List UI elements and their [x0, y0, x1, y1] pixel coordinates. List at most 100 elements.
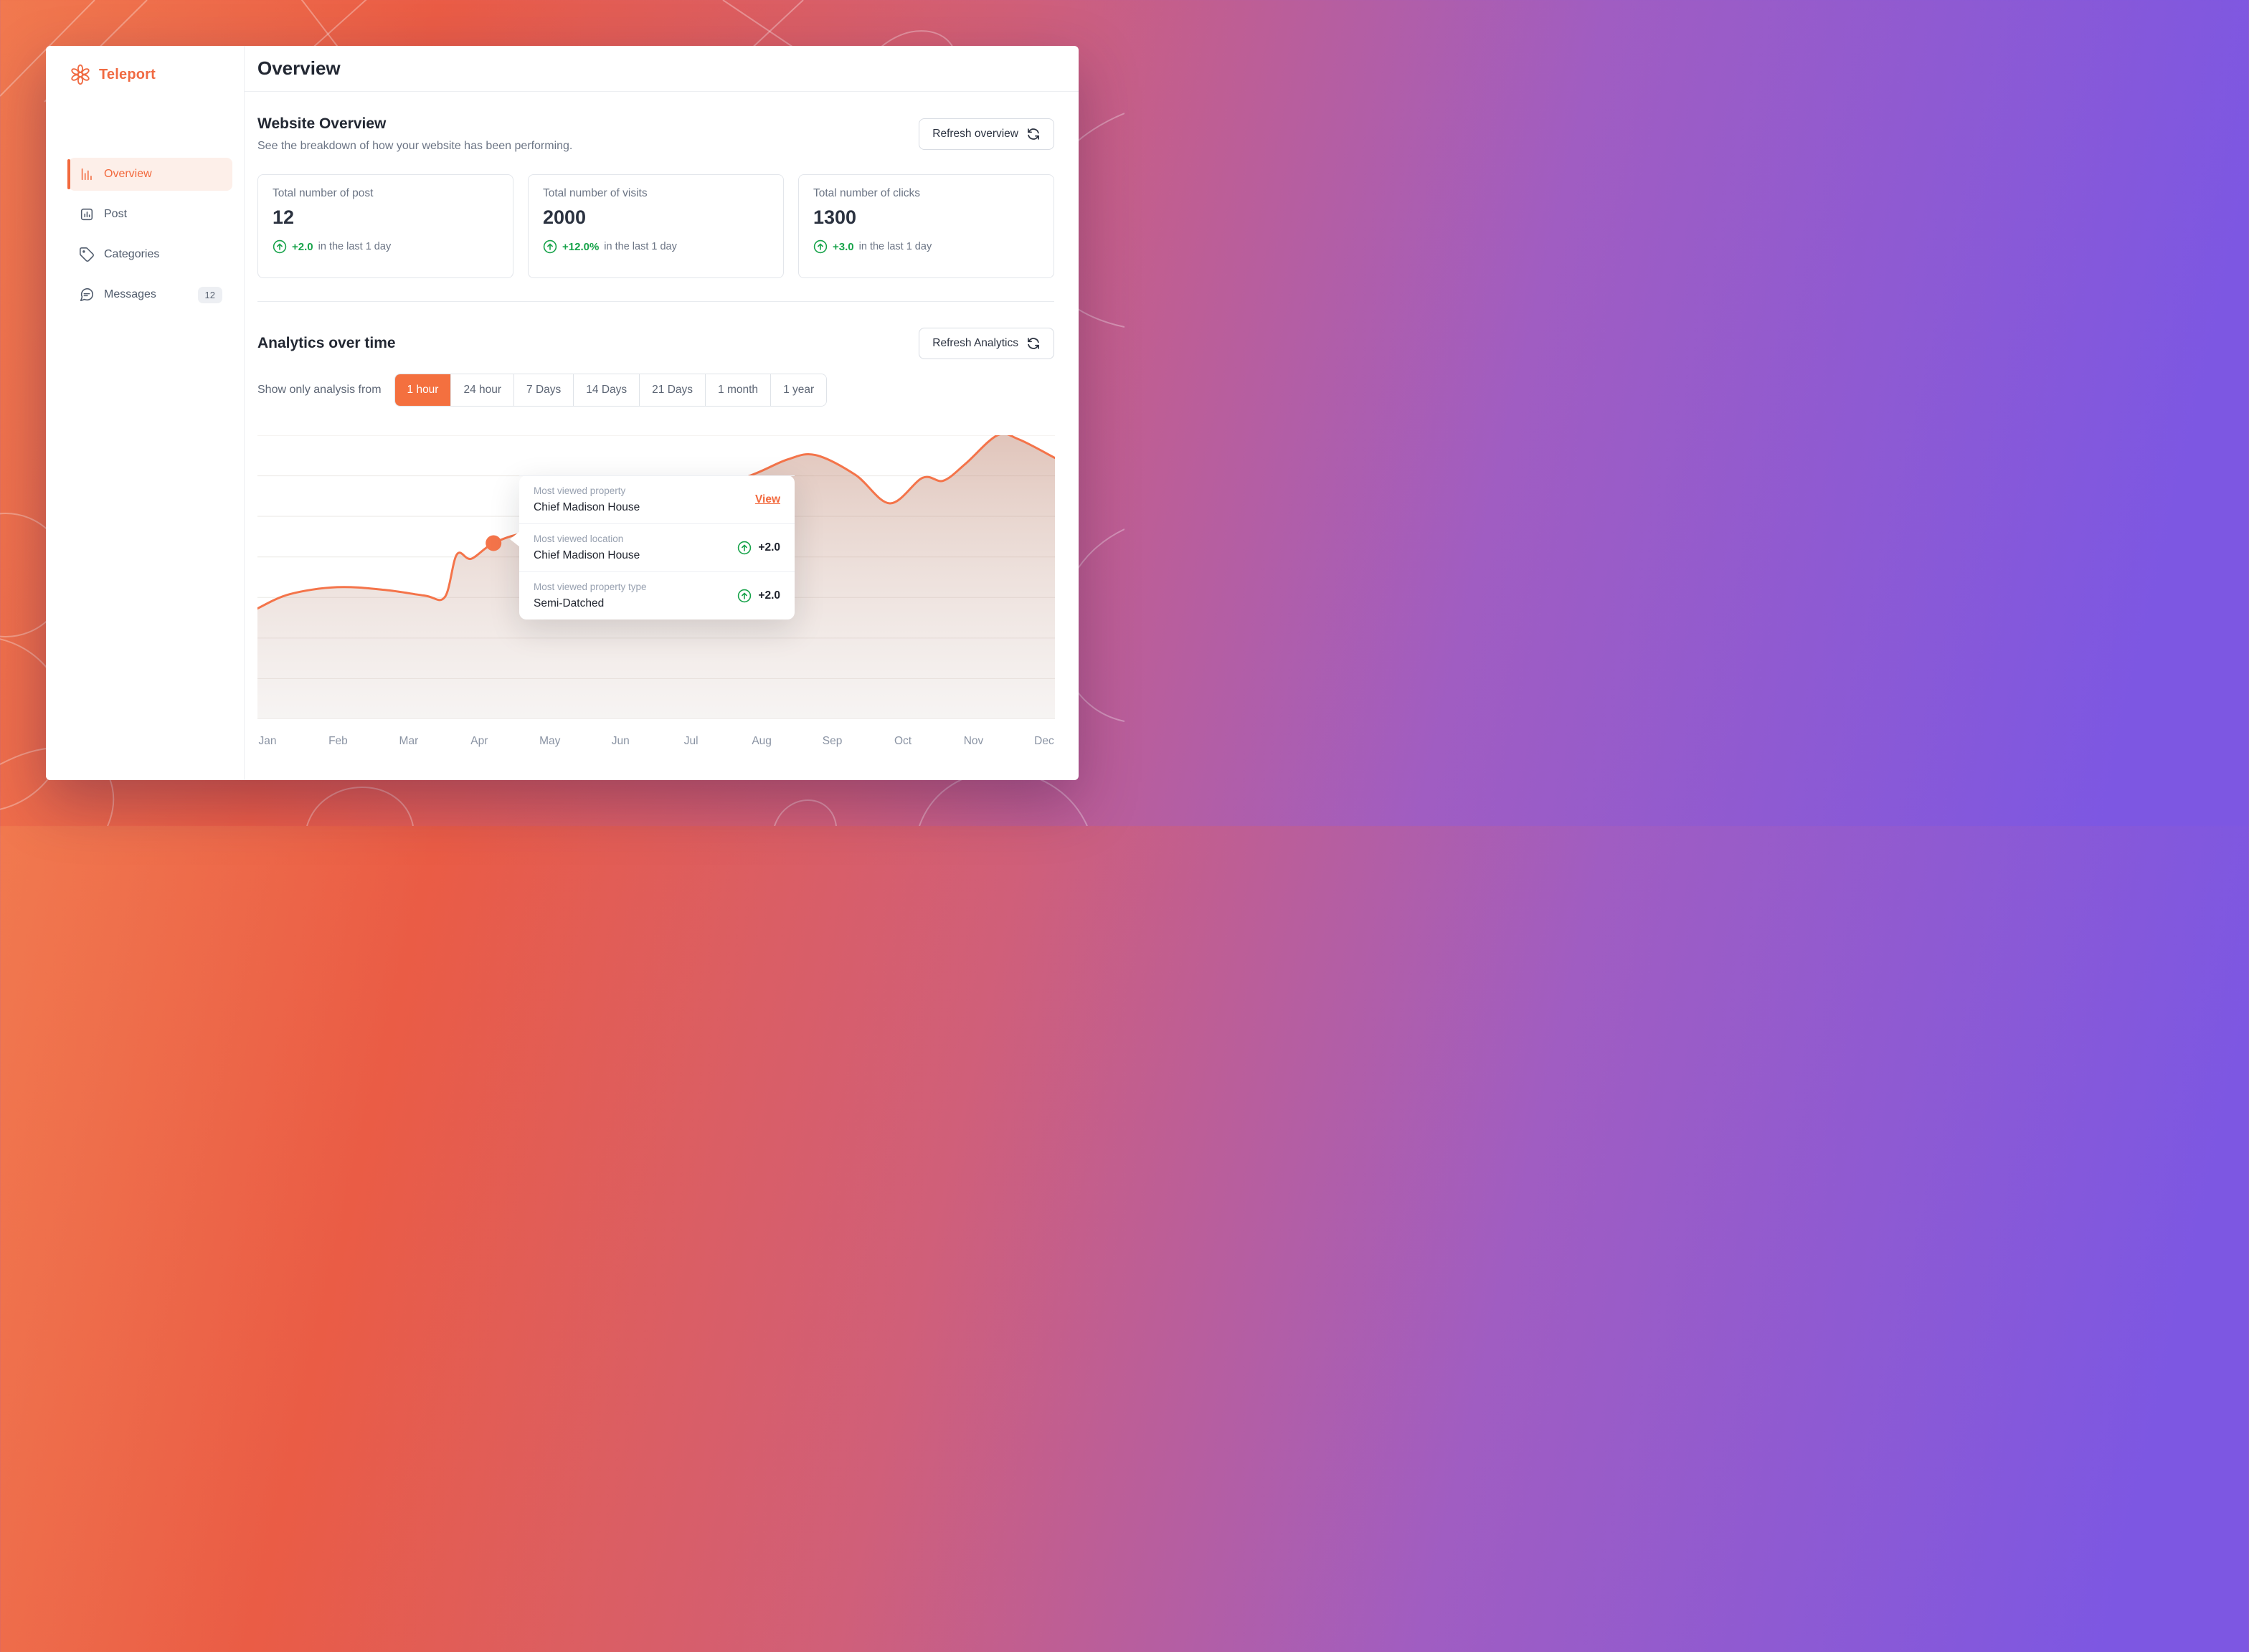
chart-tooltip: Most viewed property Chief Madison House… [510, 475, 795, 620]
stat-value: 12 [273, 206, 295, 228]
stat-card-posts: Total number of post 12 +2.0 in the last… [257, 174, 513, 278]
view-link[interactable]: View [754, 493, 780, 505]
website-overview-header: Website Overview See the breakdown of ho… [257, 115, 1054, 153]
app-name: Teleport [99, 66, 156, 82]
messages-count-badge: 12 [197, 286, 222, 303]
stat-delta: +3.0 in the last 1 day [813, 239, 1039, 254]
tooltip-delta: +2.0 [737, 541, 780, 555]
stat-delta-value: +2.0 [292, 240, 313, 253]
bar-chart-icon [81, 168, 92, 181]
website-overview-titles: Website Overview See the breakdown of ho… [257, 115, 572, 153]
sidebar-nav: Overview Post Categories [67, 158, 244, 311]
stat-card-clicks: Total number of clicks 1300 +3.0 in the … [798, 174, 1054, 278]
teleport-logo-icon [71, 64, 90, 85]
sidebar-item-label: Messages [104, 288, 156, 300]
message-bubble-icon [80, 288, 94, 302]
x-axis-label: Jun [611, 735, 630, 747]
sidebar-item-label: Categories [104, 248, 160, 260]
time-range-segmented-control: 1 hour 24 hour 7 Days 14 Days 21 Days 1 … [394, 374, 828, 407]
stat-delta-value: +3.0 [833, 240, 854, 253]
filter-option[interactable]: 1 month [705, 374, 771, 406]
website-overview-subtitle: See the breakdown of how your website ha… [257, 140, 573, 152]
x-axis-label: Apr [470, 735, 488, 747]
refresh-icon [1028, 128, 1039, 140]
x-axis-label: Aug [752, 735, 772, 747]
filter-option[interactable]: 21 Days [639, 374, 706, 406]
tooltip-row-text: Most viewed location Chief Madison House [534, 533, 640, 562]
tooltip-row: Most viewed location Chief Madison House… [519, 523, 795, 571]
analytics-chart: Most viewed property Chief Madison House… [257, 435, 1055, 751]
x-axis-label: Jul [683, 735, 699, 747]
x-axis-label: Sep [822, 735, 843, 747]
page-header: Overview [245, 46, 1079, 92]
stat-cards: Total number of post 12 +2.0 in the last… [257, 174, 1054, 278]
tooltip-row-text: Most viewed property Chief Madison House [534, 485, 640, 514]
sidebar-item-categories[interactable]: Categories [69, 238, 232, 271]
arrow-up-circle-icon [738, 589, 752, 603]
x-axis-label: Dec [1034, 735, 1054, 747]
tooltip-row-label: Most viewed property type [534, 581, 647, 592]
arrow-up-circle-icon [813, 239, 828, 254]
tooltip-row-text: Most viewed property type Semi-Datched [534, 581, 647, 610]
refresh-analytics-button[interactable]: Refresh Analytics [919, 328, 1054, 359]
tooltip-pointer [510, 531, 520, 547]
stat-delta-suffix: in the last 1 day [318, 241, 392, 252]
stat-delta-value: +12.0% [562, 240, 600, 253]
main-panel: Overview Website Overview See the breakd… [245, 46, 1079, 780]
tooltip-delta: +2.0 [737, 589, 780, 603]
arrow-up-circle-icon [738, 541, 752, 555]
sidebar-item-messages[interactable]: Messages 12 [69, 278, 232, 311]
sidebar-item-label: Overview [104, 168, 152, 180]
filter-option[interactable]: 1 hour [394, 374, 451, 406]
stat-delta-suffix: in the last 1 day [858, 241, 932, 252]
arrow-up-circle-icon [273, 239, 287, 254]
tooltip-row-label: Most viewed property [534, 485, 626, 496]
filter-option[interactable]: 1 year [770, 374, 827, 406]
x-axis-label: Feb [328, 735, 348, 747]
analytics-filter-row: Show only analysis from 1 hour 24 hour 7… [257, 374, 1054, 407]
tooltip-row: Most viewed property type Semi-Datched +… [519, 571, 795, 620]
tooltip-row-label: Most viewed location [534, 533, 624, 544]
tooltip-delta-value: +2.0 [758, 589, 780, 602]
filter-option[interactable]: 24 hour [450, 374, 514, 406]
post-chart-icon [80, 208, 93, 221]
sidebar-item-overview[interactable]: Overview [67, 158, 232, 191]
stat-card-visits: Total number of visits 2000 +12.0% in th… [528, 174, 784, 278]
refresh-analytics-label: Refresh Analytics [932, 337, 1018, 349]
page-title: Overview [257, 57, 341, 79]
page-content: Website Overview See the breakdown of ho… [245, 92, 1079, 751]
filter-option[interactable]: 7 Days [513, 374, 574, 406]
filter-option[interactable]: 14 Days [573, 374, 640, 406]
tooltip-row-value: Chief Madison House [534, 549, 640, 561]
sidebar-item-label: Post [104, 208, 128, 220]
stat-label: Total number of visits [543, 187, 648, 199]
x-axis-label: Mar [399, 735, 419, 747]
refresh-overview-button[interactable]: Refresh overview [919, 118, 1054, 150]
tooltip-row: Most viewed property Chief Madison House… [519, 475, 795, 523]
app-window: Teleport Overview Post [46, 46, 1079, 780]
stat-delta: +12.0% in the last 1 day [543, 239, 769, 254]
chart-highlight-dot[interactable] [486, 535, 502, 551]
stat-value: 2000 [543, 206, 587, 228]
tooltip-delta-value: +2.0 [758, 541, 780, 554]
stat-label: Total number of post [273, 187, 374, 199]
x-axis-label: Oct [894, 735, 912, 747]
sidebar-item-post[interactable]: Post [69, 198, 232, 231]
x-axis-label: Nov [963, 735, 984, 747]
tag-icon [80, 247, 94, 262]
x-axis-labels: Jan Feb Mar Apr May Jun Jul Aug Sep Oct Nov Dec [257, 735, 1055, 751]
website-overview-title: Website Overview [257, 115, 387, 132]
refresh-icon [1028, 338, 1039, 349]
tooltip-row-value: Chief Madison House [534, 501, 640, 513]
filter-label: Show only analysis from [257, 384, 382, 396]
stat-delta: +2.0 in the last 1 day [273, 239, 498, 254]
analytics-title: Analytics over time [257, 335, 396, 351]
stat-delta-suffix: in the last 1 day [604, 241, 677, 252]
section-divider [257, 301, 1054, 302]
x-axis-label: May [539, 735, 561, 747]
x-axis-label: Jan [258, 735, 277, 747]
arrow-up-circle-icon [543, 239, 557, 254]
analytics-header: Analytics over time Refresh Analytics [257, 328, 1054, 359]
stat-label: Total number of clicks [813, 187, 921, 199]
sidebar: Teleport Overview Post [46, 46, 245, 780]
